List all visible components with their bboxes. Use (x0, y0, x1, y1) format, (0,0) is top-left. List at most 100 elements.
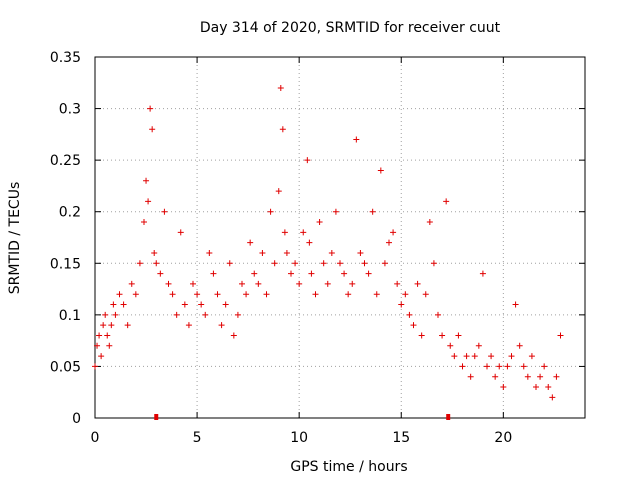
data-point (106, 342, 113, 349)
data-point (390, 229, 397, 236)
data-point (116, 291, 123, 298)
data-point (292, 260, 299, 267)
data-point (463, 353, 470, 360)
data-point (100, 322, 107, 329)
y-tick-label: 0.2 (59, 205, 81, 221)
x-tick-label: 15 (392, 430, 410, 446)
data-point (181, 301, 188, 308)
data-point (128, 280, 135, 287)
data-point (320, 260, 327, 267)
data-point (516, 342, 523, 349)
data-point (439, 332, 446, 339)
data-point (337, 260, 343, 267)
data-point (520, 363, 527, 370)
data-point (533, 384, 539, 391)
data-point (492, 373, 499, 380)
data-point (263, 291, 270, 298)
data-point (141, 219, 147, 226)
data-point (165, 280, 172, 287)
data-point (281, 229, 288, 236)
data-point (418, 332, 425, 339)
data-point (496, 363, 503, 370)
data-point (332, 208, 339, 215)
data-point (218, 322, 225, 329)
data-point (283, 249, 290, 256)
y-axis-label: SRMTID / TECUs (7, 182, 23, 295)
y-tick-label: 0.3 (59, 102, 81, 118)
data-point (222, 301, 229, 308)
data-point (508, 353, 515, 360)
x-tick-label: 5 (193, 430, 202, 446)
data-point (422, 291, 429, 298)
gap-marker (446, 414, 451, 420)
data-point (479, 270, 486, 277)
data-point (512, 301, 519, 308)
axis-ticks: 0 5 10 15 20 0 0.05 0.1 0.15 0.2 0.25 0.3 0.35 (50, 50, 585, 446)
data-point (324, 280, 331, 287)
data-point (230, 332, 237, 339)
data-point (112, 311, 119, 318)
data-point (484, 363, 490, 370)
data-point (210, 270, 217, 277)
data-point (373, 291, 380, 298)
data-point (557, 332, 564, 339)
y-tick-label: 0.05 (50, 359, 81, 375)
data-point (161, 208, 168, 215)
data-point (255, 280, 262, 287)
data-point (92, 363, 98, 370)
data-point (459, 363, 466, 370)
data-point (377, 167, 384, 174)
data-point (132, 291, 139, 298)
data-point (214, 291, 221, 298)
data-point (541, 363, 548, 370)
data-point (504, 363, 511, 370)
data-point (312, 291, 319, 298)
data-point (110, 301, 117, 308)
data-point (475, 342, 482, 349)
data-point (271, 260, 278, 267)
data-point (149, 126, 156, 133)
data-point (185, 322, 192, 329)
data-point (349, 280, 356, 287)
y-tick-label: 0.25 (50, 153, 81, 169)
data-point (96, 332, 103, 339)
data-point (239, 280, 245, 287)
data-point (394, 280, 401, 287)
data-point (143, 177, 150, 184)
data-point (398, 301, 405, 308)
data-point (328, 249, 335, 256)
y-tick-label: 0.15 (50, 256, 81, 272)
data-point (443, 198, 450, 205)
data-point (251, 270, 258, 277)
data-point (202, 311, 209, 318)
grid (95, 57, 585, 418)
data-point (206, 249, 213, 256)
data-point (300, 229, 307, 236)
data-point (94, 342, 101, 349)
data-point (553, 373, 560, 380)
data-points (92, 84, 564, 401)
plot-frame (94, 56, 586, 419)
data-point (124, 322, 131, 329)
data-point (357, 249, 364, 256)
data-point (528, 353, 535, 360)
data-point (177, 229, 184, 236)
data-point (226, 260, 233, 267)
data-point (247, 239, 254, 246)
data-point (296, 280, 303, 287)
data-point (524, 373, 531, 380)
data-point (381, 260, 388, 267)
data-point (414, 280, 421, 287)
data-point (157, 270, 164, 277)
data-point (353, 136, 360, 143)
data-point (173, 311, 180, 318)
data-point (136, 260, 143, 267)
data-point (288, 270, 294, 277)
data-point (369, 208, 376, 215)
data-point (304, 157, 311, 164)
data-point (345, 291, 352, 298)
data-point (410, 322, 417, 329)
data-point (365, 270, 372, 277)
data-point (488, 353, 495, 360)
data-point (151, 249, 158, 256)
